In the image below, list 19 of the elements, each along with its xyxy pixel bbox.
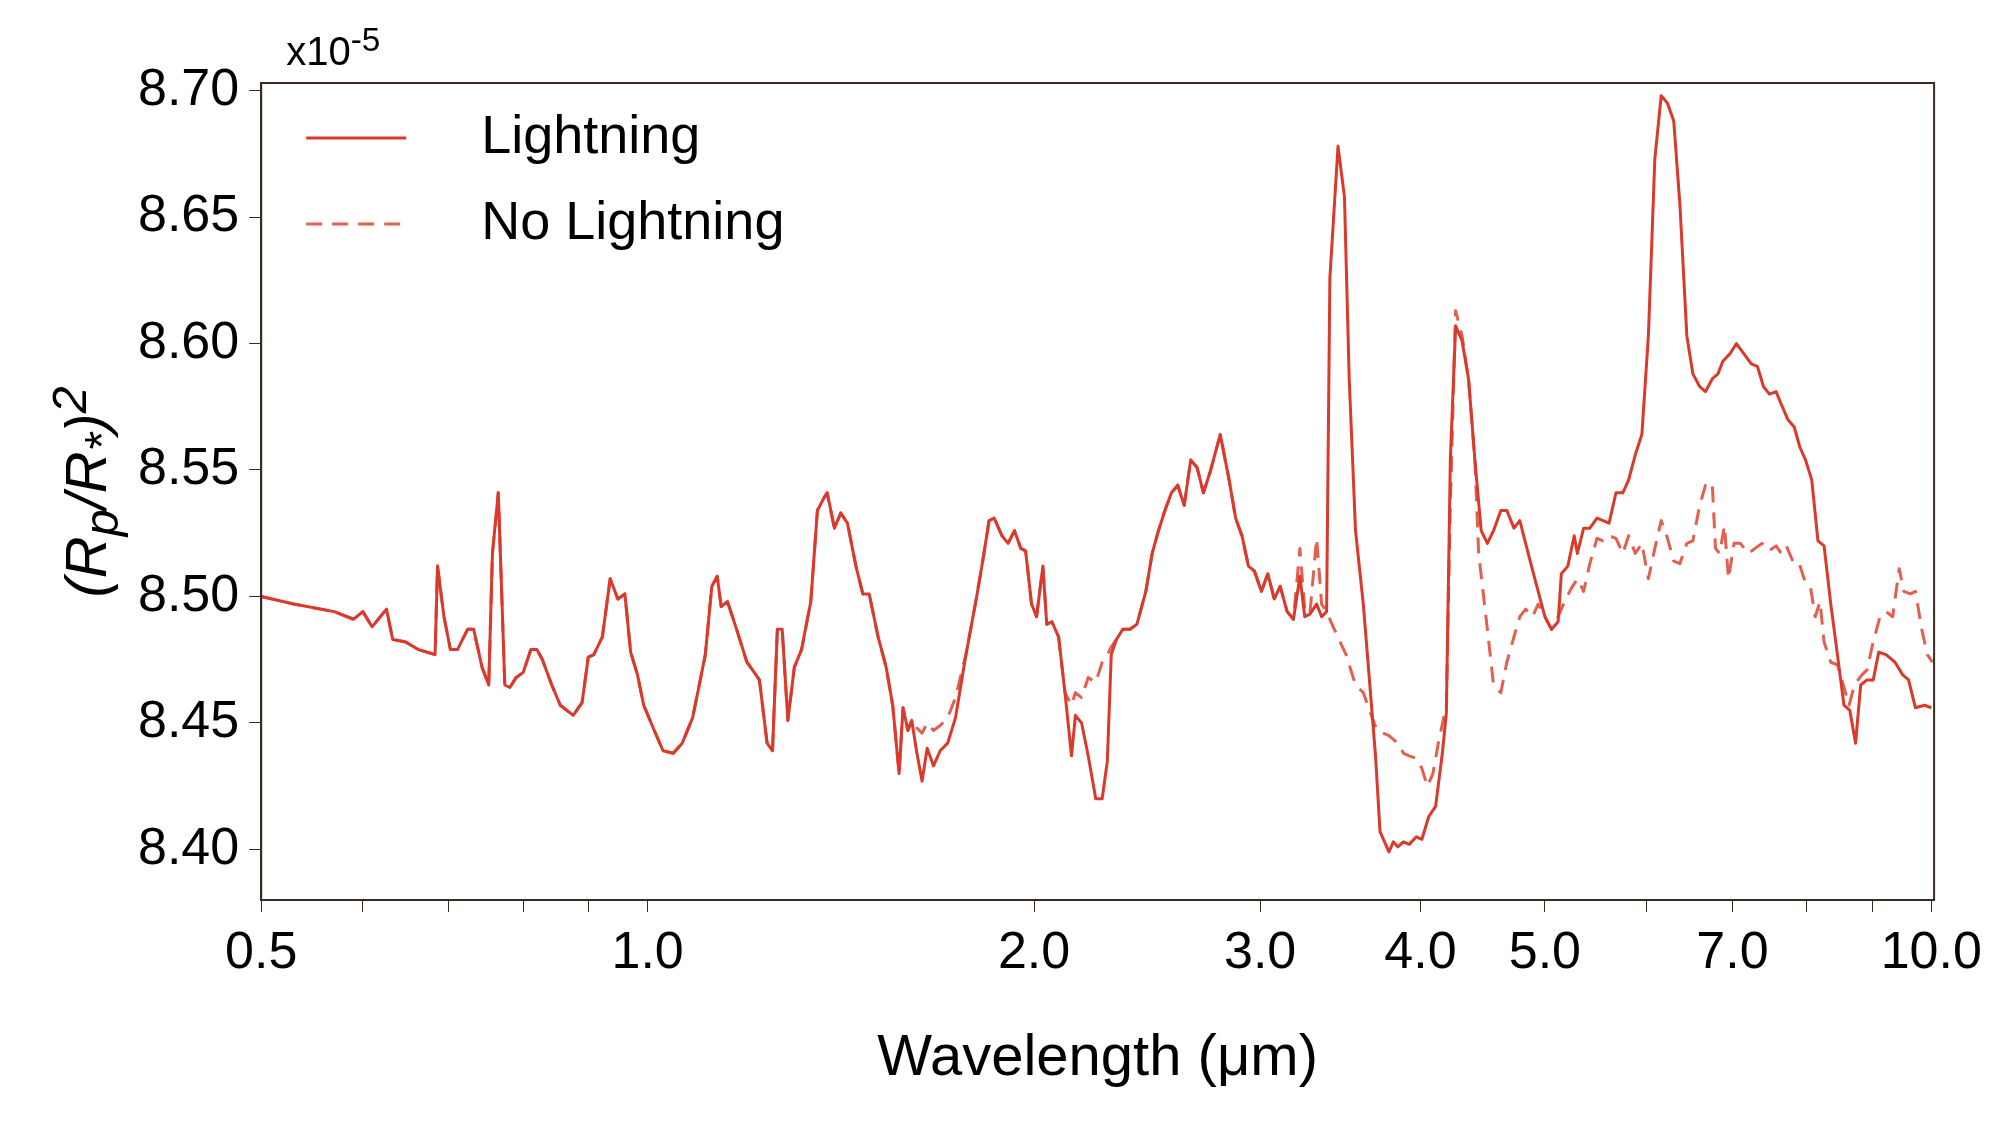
- x-tick-label: 10.0: [1880, 920, 1982, 979]
- x-tick-label: 7.0: [1696, 920, 1769, 979]
- y-tick-label: 8.65: [137, 184, 240, 243]
- legend-label: Lightning: [481, 103, 701, 164]
- y-tick-label: 8.40: [137, 816, 240, 875]
- x-tick-label: 1.0: [611, 920, 684, 979]
- legend-label: No Lightning: [481, 189, 785, 250]
- y-tick-label: 8.45: [137, 690, 240, 749]
- x-tick-label: 2.0: [997, 920, 1071, 979]
- y-tick-label: 8.50: [137, 563, 240, 622]
- text: x10$^{-5}$: [286, 21, 381, 75]
- y-tick-label: 8.60: [137, 310, 240, 369]
- y-tick-label: 8.70: [137, 57, 240, 116]
- x-axis-title: Wavelength (μm): [877, 1022, 1318, 1088]
- x-tick-label: 0.5: [225, 920, 298, 979]
- y-tick-label: 8.55: [137, 437, 240, 496]
- x-tick-label: 3.0: [1223, 920, 1297, 979]
- x-tick-label: 5.0: [1508, 920, 1582, 979]
- x-tick-label: 4.0: [1384, 920, 1457, 979]
